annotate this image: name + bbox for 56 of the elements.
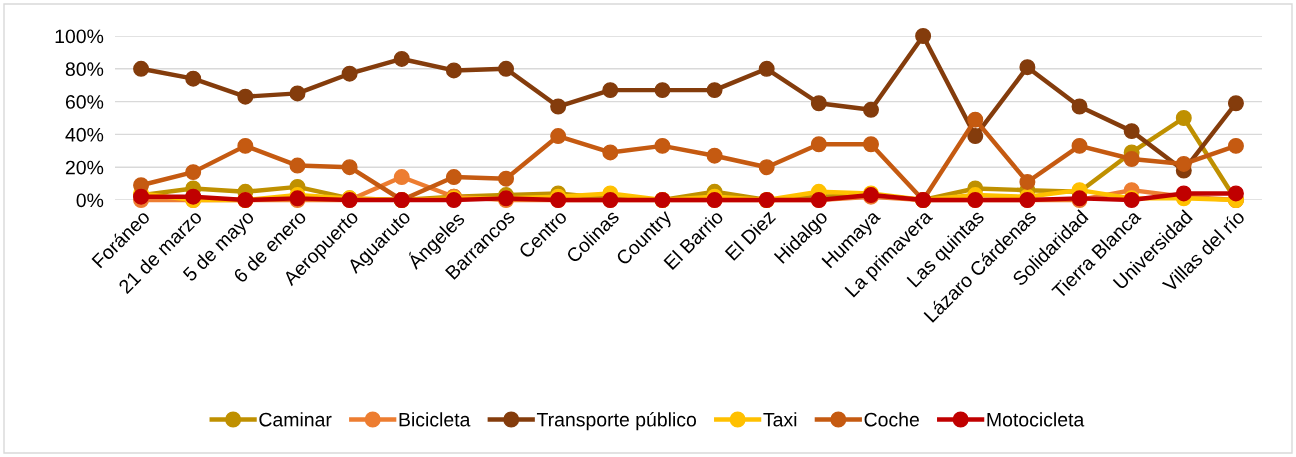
legend-label: Caminar [259,412,332,427]
point [810,95,827,112]
point [1175,110,1192,126]
point [498,170,515,187]
point [862,101,879,118]
point [550,128,567,145]
point [967,128,984,145]
point [706,82,723,99]
legend-label: Bicicleta [399,412,471,427]
point [237,88,254,105]
y-tick-label: 60% [65,95,104,109]
point [758,159,775,176]
point [1071,137,1088,154]
y-tick-label: 100% [55,29,104,44]
point [393,169,410,186]
point [1175,155,1192,172]
point [1123,123,1140,140]
point [1123,151,1140,167]
y-tick-label: 40% [65,127,104,142]
y-tick-label: 20% [65,160,104,175]
point [445,169,462,186]
point [758,60,775,77]
point [1019,59,1036,76]
point [445,62,462,79]
y-tick-label: 0% [76,193,104,208]
point [602,144,619,161]
point [133,60,150,77]
point [706,147,723,164]
point [1227,137,1244,154]
point [341,65,358,82]
point [237,137,254,154]
y-tick-label: 80% [65,62,104,77]
point [289,157,306,174]
point [185,164,202,181]
point [393,50,410,67]
point [654,82,671,99]
point [602,82,619,99]
legend-label: Motocicleta [987,412,1085,427]
point [1071,98,1088,115]
point [915,28,932,44]
legend-label: Taxi [763,412,797,427]
point [1227,185,1244,202]
point [550,98,567,115]
point [185,70,202,87]
point [1019,173,1036,190]
point [810,136,827,153]
point [1227,95,1244,112]
point [289,85,306,102]
point [862,136,879,153]
point [185,188,202,205]
legend-label: Coche [864,412,919,427]
point [341,159,358,176]
point [967,111,984,128]
point [654,137,671,154]
point [498,60,515,77]
legend-label: Transporte público [536,412,697,431]
